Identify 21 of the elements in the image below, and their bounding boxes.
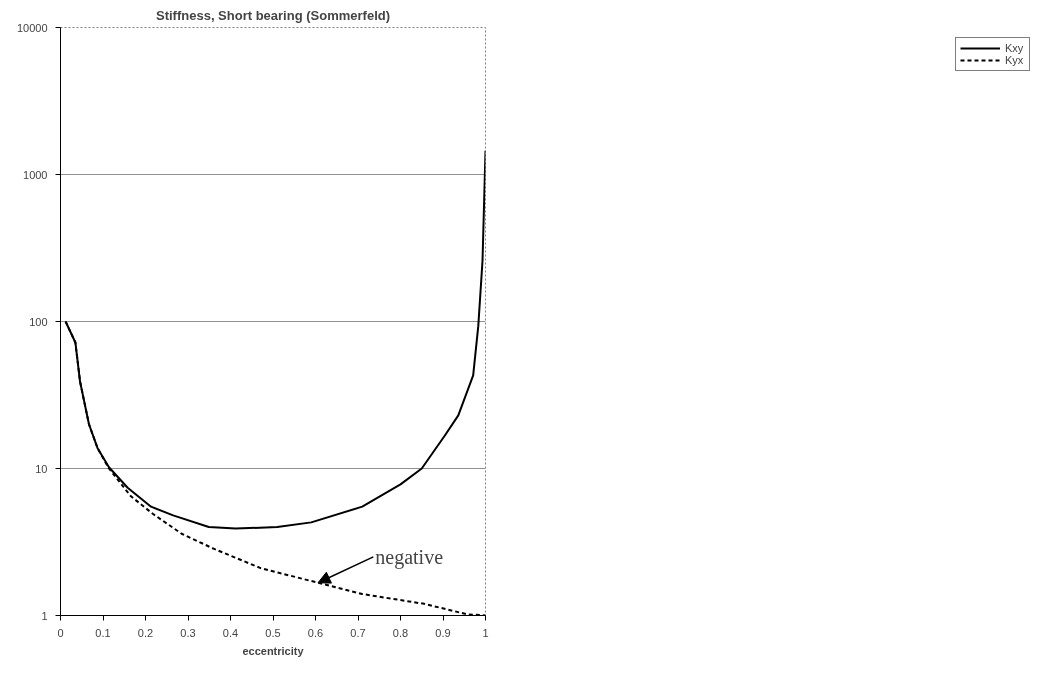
x-tick-label: 0.2 [137,626,154,639]
y-tick-label: 1000 [23,168,48,181]
legend-label: Kyx [1005,54,1025,66]
x-tick-label: 0.7 [350,626,366,639]
annotation: negative [375,545,444,569]
y-tick-label: 100 [29,315,48,328]
x-tick-label: 1 [482,626,489,639]
legend-label: Kxy [1005,42,1025,54]
x-tick-label: 0.3 [180,626,196,639]
x-tick-label: 0.6 [307,626,324,639]
chart-title: Stiffness, Short bearing (Sommerfeld) [155,7,391,23]
x-tick-label: 0 [57,626,64,639]
y-tick-label: 1 [41,609,48,622]
y-tick-label: 10 [35,462,48,475]
x-tick-label: 0.1 [95,626,111,639]
x-axis-title: eccentricity [242,644,305,657]
x-tick-label: 0.8 [392,626,409,639]
x-tick-label: 0.4 [222,626,239,639]
x-tick-label: 0.9 [435,626,451,639]
y-tick-label: 10000 [16,21,48,34]
x-tick-label: 0.5 [265,626,281,639]
